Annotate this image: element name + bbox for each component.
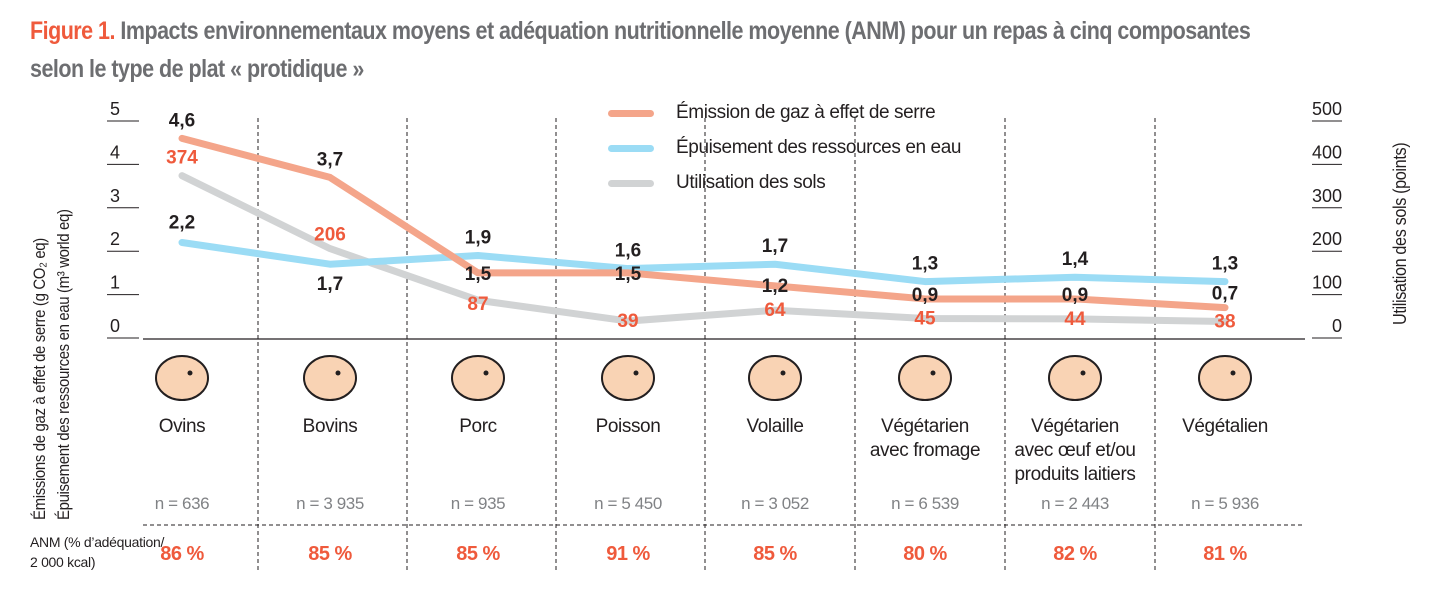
series-line-2 <box>178 172 1229 326</box>
sample-size: n = 5 936 <box>1191 494 1259 513</box>
y-tick-label-left: 1 <box>110 273 120 293</box>
eggs-milk-icon <box>1048 355 1102 401</box>
anm-value: 85 % <box>753 543 797 565</box>
y-tick-label-left: 4 <box>110 142 120 162</box>
data-label: 0,9 <box>1062 285 1088 306</box>
y-tick-label-left: 2 <box>110 229 120 249</box>
data-label: 0,7 <box>1212 284 1238 305</box>
legend-label: Émission de gaz à effet de serre <box>676 102 936 123</box>
category-label-line: Porc <box>459 416 497 437</box>
data-label: 4,6 <box>169 110 195 131</box>
sample-size: n = 6 539 <box>891 494 959 513</box>
y-tick-label-right: 200 <box>1312 229 1342 249</box>
category-label-line: Végétarien <box>881 416 969 437</box>
sample-size: n = 5 450 <box>594 494 662 513</box>
anm-value: 86 % <box>160 543 204 565</box>
sheep-icon <box>155 355 209 401</box>
category-label: Volaille <box>700 415 850 439</box>
pig-icon <box>451 355 505 401</box>
category-label-line: Bovins <box>302 416 358 437</box>
legend-label: Utilisation des sols <box>676 172 826 193</box>
y-tick-label-right: 400 <box>1312 142 1342 162</box>
sample-size: n = 2 443 <box>1041 494 1109 513</box>
data-label: 64 <box>764 300 786 321</box>
y-tick-label-left: 5 <box>110 99 120 119</box>
data-label: 1,5 <box>465 264 492 285</box>
data-label: 2,2 <box>169 213 195 234</box>
broccoli-icon <box>1198 355 1252 401</box>
data-label: 1,3 <box>1212 254 1238 275</box>
anm-label-line: 2 000 kcal) <box>30 554 96 570</box>
anm-value: 80 % <box>903 543 947 565</box>
data-label: 1,5 <box>615 264 642 285</box>
data-label: 38 <box>1214 312 1235 333</box>
category-label: Poisson <box>553 415 703 439</box>
series-line-1 <box>178 239 1229 286</box>
legend-label: Épuisement des ressources en eau <box>676 137 962 158</box>
anm-value: 91 % <box>606 543 650 565</box>
category-label-line: Végétarien <box>1031 416 1119 437</box>
anm-value: 82 % <box>1053 543 1097 565</box>
category-label: Végétarien avec fromage <box>850 415 1000 463</box>
legend-item-eau: Épuisement des ressources en eau <box>608 133 961 163</box>
category-label-line: Volaille <box>746 416 804 437</box>
category-label-line: avec fromage <box>869 440 981 461</box>
figure-number: Figure 1. <box>30 17 115 45</box>
sample-size: n = 3 052 <box>741 494 809 513</box>
legend-swatch <box>608 144 654 152</box>
y-tick-label-right: 300 <box>1312 186 1342 206</box>
category-label: Ovins <box>107 415 257 439</box>
legend-swatch <box>608 109 654 117</box>
sample-size: n = 3 935 <box>296 494 364 513</box>
y-tick-label-right: 100 <box>1312 273 1342 293</box>
data-label: 1,7 <box>317 274 343 295</box>
sample-size: n = 935 <box>450 494 506 513</box>
data-label: 1,2 <box>762 276 788 297</box>
data-label: 1,3 <box>912 254 938 275</box>
data-label: 87 <box>467 294 488 315</box>
data-label: 1,6 <box>615 241 641 262</box>
sample-size: n = 636 <box>154 494 210 513</box>
legend-item-sols: Utilisation des sols <box>608 168 826 198</box>
data-label: 1,9 <box>465 228 491 249</box>
category-label: Végétarien avec œuf et/ou produits laitier… <box>1000 415 1150 487</box>
data-label: 1,7 <box>762 236 788 257</box>
cheese-icon <box>898 355 952 401</box>
anm-value: 81 % <box>1203 543 1247 565</box>
category-label: Végétalien <box>1150 415 1300 439</box>
anm-value: 85 % <box>456 543 500 565</box>
chart-title: Figure 1. Impacts environnementaux moyen… <box>30 12 1303 88</box>
data-label: 44 <box>1064 309 1086 330</box>
anm-value: 85 % <box>308 543 352 565</box>
chicken-icon <box>748 355 802 401</box>
anm-label-line: ANM (% d’adéquation/ <box>30 534 165 550</box>
y-tick-label-right: 500 <box>1312 99 1342 119</box>
title-text: Impacts environnementaux moyens et adéqu… <box>30 17 1251 83</box>
data-label: 206 <box>314 225 346 246</box>
y-tick-label-left: 3 <box>110 186 120 206</box>
series-line-0 <box>178 134 1229 312</box>
y-tick-label-right: 0 <box>1332 316 1342 336</box>
data-label: 3,7 <box>317 149 343 170</box>
category-label-line: Végétalien <box>1182 416 1268 437</box>
data-label: 45 <box>914 308 936 329</box>
anm-label: ANM (% d’adéquation/2 000 kcal) <box>30 532 164 572</box>
y-tick-label-left: 0 <box>110 316 120 336</box>
legend-item-ges: Émission de gaz à effet de serre <box>608 98 936 128</box>
category-label-line: Ovins <box>158 416 206 437</box>
fish-icon <box>601 355 655 401</box>
cow-icon <box>303 355 357 401</box>
data-label: 374 <box>166 148 198 169</box>
category-label-line: Poisson <box>595 416 661 437</box>
data-label: 1,4 <box>1062 249 1089 270</box>
data-label: 39 <box>617 311 638 332</box>
data-label: 0,9 <box>912 285 938 306</box>
category-label: Bovins <box>255 415 405 439</box>
category-label-line: produits laitiers <box>1014 464 1136 485</box>
category-label: Porc <box>403 415 553 439</box>
category-label-line: avec œuf et/ou <box>1014 440 1136 461</box>
legend-swatch <box>608 179 654 187</box>
